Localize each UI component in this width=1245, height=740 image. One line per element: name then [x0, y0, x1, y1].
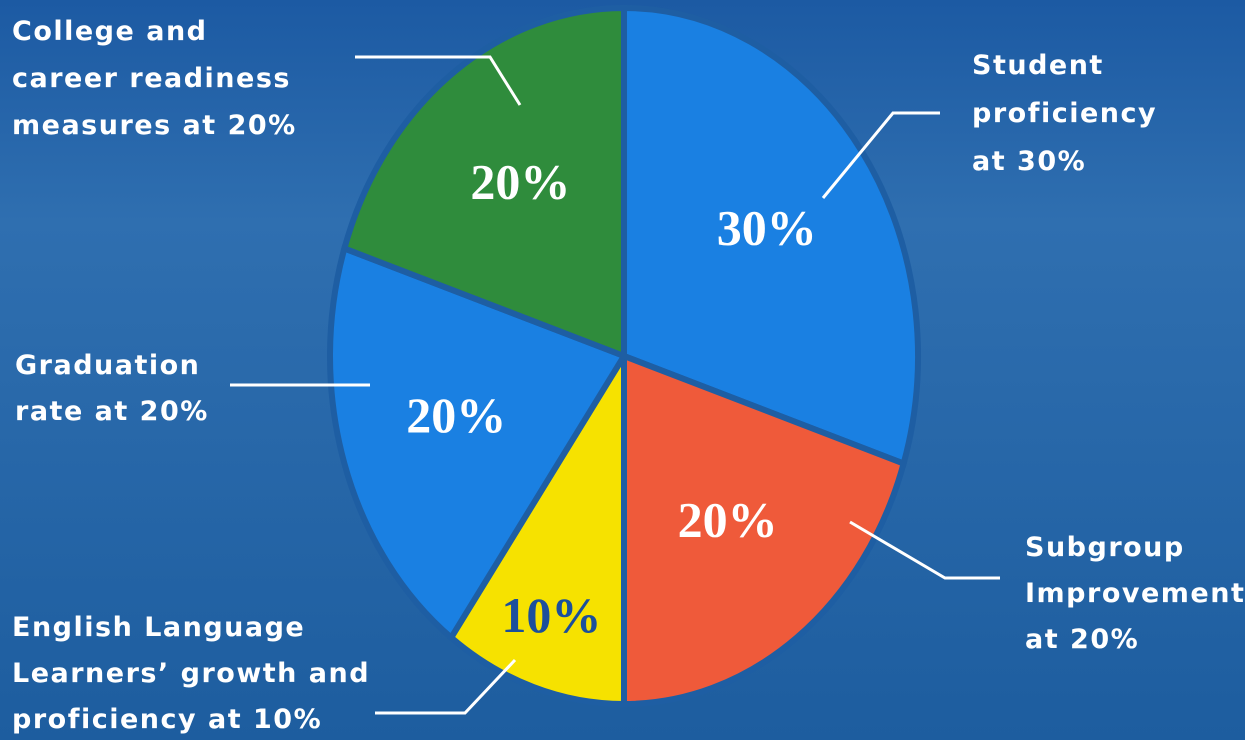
slice-label: Student	[972, 50, 1104, 81]
pie-slice	[327, 244, 629, 643]
slice-label: measures at 20%	[12, 110, 297, 141]
slice-label: Subgroup	[1025, 532, 1185, 563]
value-label: 20%	[678, 491, 778, 547]
pie-slice	[340, 4, 627, 361]
slice-label: College and	[12, 16, 208, 47]
leader-line	[849, 520, 1000, 580]
leader-line	[821, 111, 940, 199]
leader-line	[355, 55, 522, 106]
slice-label: Improvement	[1025, 578, 1245, 609]
slice-label: at 20%	[1025, 624, 1139, 655]
slice-label: at 30%	[972, 146, 1086, 177]
pie	[327, 4, 921, 708]
leader-line	[375, 658, 517, 715]
leader-lines	[230, 55, 1000, 715]
value-label: 10%	[501, 587, 601, 643]
pie-slice	[621, 351, 908, 708]
value-label: 20%	[470, 154, 570, 210]
slice-label: English Language	[12, 612, 305, 643]
value-label: 20%	[406, 387, 506, 443]
slice-label: proficiency at 10%	[12, 704, 322, 735]
slice-label: rate at 20%	[15, 396, 209, 427]
slice-label: Learners’ growth and	[12, 658, 370, 689]
value-label: 30%	[717, 200, 817, 256]
pie-slice	[447, 345, 627, 708]
slice-label: Graduation	[15, 350, 200, 381]
slice-label: career readiness	[12, 63, 291, 94]
slice-label: proficiency	[972, 98, 1157, 129]
